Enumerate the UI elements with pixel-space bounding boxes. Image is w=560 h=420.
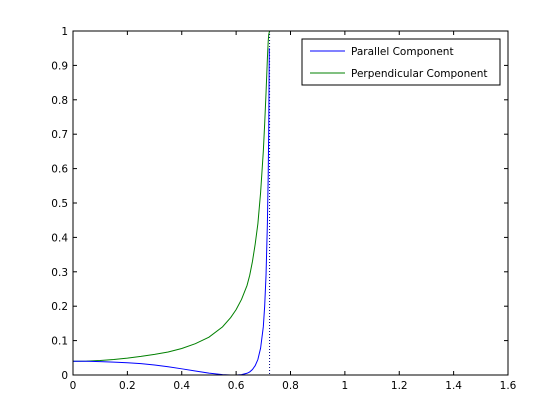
x-tick-label: 0 <box>70 380 77 392</box>
x-tick-label: 0.4 <box>173 380 190 392</box>
perpendicular-component-line <box>73 31 271 362</box>
legend: Parallel Component Perpendicular Compone… <box>301 38 501 86</box>
legend-box <box>301 38 501 86</box>
y-tick-label: 0.8 <box>51 95 68 107</box>
x-axis: 0 0.2 0.4 0.6 0.8 1 1.2 1.4 1.6 <box>70 31 517 392</box>
y-tick-label: 0.1 <box>51 336 68 348</box>
x-tick-label: 0.8 <box>282 380 299 392</box>
x-tick-label: 1.6 <box>500 380 517 392</box>
y-tick-label: 0.5 <box>51 198 68 210</box>
y-tick-label: 0.9 <box>51 60 68 72</box>
y-tick-label: 0 <box>61 370 68 382</box>
y-tick-label: 0.7 <box>51 129 68 141</box>
y-tick-label: 0.3 <box>51 267 68 279</box>
y-axis: 0 0.1 0.2 0.3 0.4 0.5 0.6 0.7 0.8 0.9 1 <box>51 26 508 382</box>
y-tick-label: 0.4 <box>51 232 68 244</box>
plot-area <box>73 31 508 375</box>
x-tick-label: 0.2 <box>119 380 136 392</box>
x-tick-label: 1.2 <box>391 380 408 392</box>
y-tick-label: 0.6 <box>51 164 68 176</box>
legend-label-perpendicular: Perpendicular Component <box>351 68 488 80</box>
x-tick-label: 1.4 <box>445 380 462 392</box>
y-tick-label: 1 <box>61 26 68 38</box>
legend-label-parallel: Parallel Component <box>351 46 454 58</box>
x-tick-label: 0.6 <box>228 380 245 392</box>
y-tick-label: 0.2 <box>51 301 68 313</box>
x-tick-label: 1 <box>342 380 349 392</box>
